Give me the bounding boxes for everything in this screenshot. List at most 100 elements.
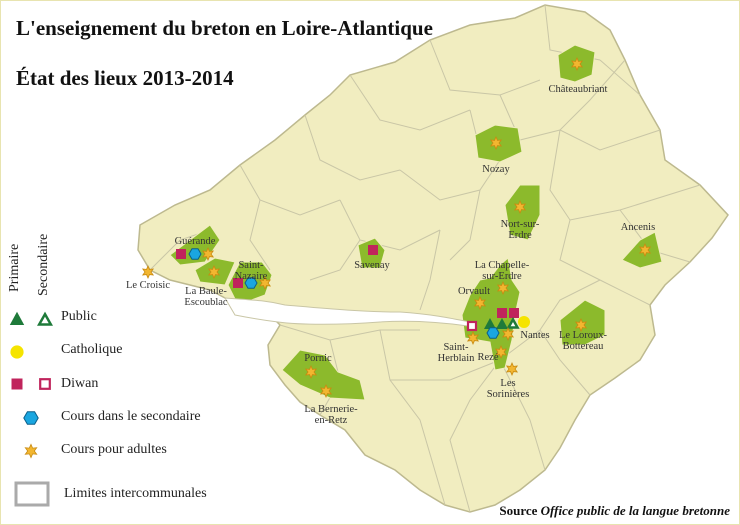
place-label-line: Guérande [175,236,216,247]
place-label-line: Herblain [438,353,475,364]
place-label-line: Pornic [304,353,332,364]
place-labels: Châteaubriant Nozay Nort-sur-Erdre Ancenis S… [126,84,655,426]
public-primary-triangle-icon [484,318,496,329]
adult-course-star-icon [496,281,510,295]
place-label: Rezé [478,352,499,363]
legend-public-label: Public [61,309,97,324]
place-label-line: La Chapelle- [475,260,530,271]
commune-border [559,219,651,306]
adult-course-star-icon [489,136,503,150]
legend-diwan-label: Diwan [61,376,99,391]
legend-secondary-course-label: Cours dans le secondaire [61,409,201,424]
adult-course-star-icon [466,331,480,345]
place-label: Nantes [520,330,549,341]
adult-course-star-icon [473,296,487,310]
diwan-primary-square-icon [176,249,186,259]
adult-course-star-icon [501,327,515,341]
place-label-line: Saint- [443,342,469,353]
place-label-line: Nantes [520,330,549,341]
place-label: La Baule-Escoublac [184,286,227,308]
place-label: Les Sorinières [487,378,530,400]
commune-border [349,74,471,131]
legend-secondary-header: Secondaire [36,233,51,296]
commune-border [279,324,420,341]
place-label: Guérande [175,236,216,247]
catholic-circle-icon [10,345,24,359]
adult-course-star-icon [141,265,155,279]
commune-borders [149,4,701,513]
place-label: Nozay [482,164,510,175]
adult-course-star-icon [638,243,652,257]
commune-border [419,229,441,311]
place-label-line: Escoublac [184,297,227,308]
adult-course-star-icon [513,200,527,214]
place-label: Orvault [458,286,490,297]
diwan-secondary-square-icon [39,378,51,390]
place-label-line: Orvault [458,286,490,297]
place-label: Saint-Herblain [438,342,475,364]
area-pornic [281,349,366,401]
commune-border [449,329,541,513]
markers [141,57,652,398]
commune-border [379,329,446,506]
commune-border [449,189,481,261]
adult-course-star-icon [207,265,221,279]
commune-border [499,359,546,471]
place-label: Le Croisic [126,280,170,291]
place-label-line: Ancenis [621,222,655,233]
place-label-line: Le Croisic [126,280,170,291]
place-label: La Chapelle-sur-Erdre [475,260,530,282]
adult-course-star-icon [201,247,215,261]
secondary-course-hexagon-icon [486,327,500,339]
place-label-line: Nort-sur- [501,219,540,230]
place-label-line: Bottereau [563,341,605,352]
legend-catholique-label: Catholique [61,342,123,357]
commune-border [309,239,361,281]
adult-course-star-icon [570,57,584,71]
adult-course-star-icon [258,276,272,290]
legend-limits-label: Limites intercommunales [64,486,207,501]
limits-box-icon [14,481,50,507]
place-label: Savenay [354,260,390,271]
place-label-line: Le Loroux- [559,330,608,341]
diwan-primary-square-icon [497,308,507,318]
place-label-line: Savenay [354,260,390,271]
area-nort-sur-erdre [504,184,541,241]
map-subtitle: État des lieux 2013-2014 [16,66,234,90]
legend-icons [9,311,53,507]
legend-primary-header: Primaire [7,243,22,292]
place-label: Châteaubriant [549,84,608,95]
public-primary-triangle-icon [9,311,25,325]
place-label-line: en-Retz [315,415,348,426]
place-label-line: La Bernerie- [304,404,358,415]
place-label-line: Rezé [478,352,499,363]
place-label-line: La Baule- [185,286,227,297]
adult-course-star-icon [505,362,519,376]
place-label-line: Nozay [482,164,510,175]
commune-border [304,114,401,181]
source-label: Source [499,503,538,518]
place-label: Pornic [304,353,332,364]
place-label-line: sur-Erdre [482,271,522,282]
commune-border [429,39,541,96]
adult-course-star-icon [574,318,588,332]
source-credit: Source Office public de la langue breton… [499,503,730,519]
secondary-course-hexagon-icon [188,248,202,260]
place-label-line: Saint- [238,260,264,271]
secondary-course-hexagon-icon [244,277,258,289]
public-secondary-triangle-icon [37,311,53,326]
diwan-primary-square-icon [233,278,243,288]
secondary-course-hexagon-icon [23,411,39,425]
commune-border [390,359,501,381]
catholic-circle-icon [518,316,530,328]
place-label: Ancenis [621,222,655,233]
place-label-line: Erdre [508,230,532,241]
legend-adult-course-label: Cours pour adultes [61,442,167,457]
adult-course-star-icon [494,345,508,359]
commune-border [239,164,341,216]
commune-border [599,59,641,96]
diwan-primary-square-icon [368,245,378,255]
diwan-secondary-square-icon [466,320,478,332]
place-label: La Bernerie-en-Retz [304,404,358,426]
diwan-primary-square-icon [509,308,519,318]
